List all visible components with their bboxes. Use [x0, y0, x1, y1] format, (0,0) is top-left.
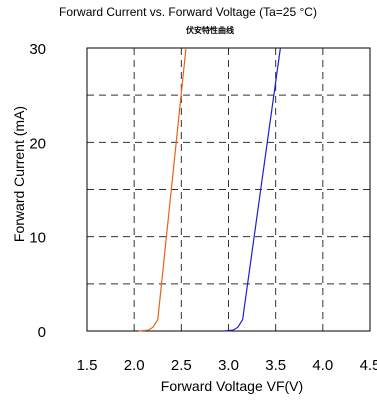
y-axis-label: Forward Current (mA) — [11, 106, 27, 242]
x-axis-ticks: 1.5 2.0 2.5 3.0 3.5 4.0 4.5 — [77, 357, 377, 374]
x-tick-label: 1.5 — [77, 357, 98, 374]
series-line-2 — [223, 47, 281, 332]
grid-lines — [87, 48, 370, 331]
y-tick-label: 30 — [29, 41, 46, 58]
x-tick-label: 3.5 — [265, 357, 286, 374]
series-layer — [138, 47, 281, 332]
y-tick-label: 0 — [38, 324, 46, 341]
y-tick-label: 20 — [29, 135, 46, 152]
x-tick-label: 3.0 — [218, 357, 239, 374]
x-axis-label: Forward Voltage VF(V) — [161, 378, 303, 394]
x-tick-label: 2.0 — [124, 357, 145, 374]
y-axis-ticks: 0 10 20 30 — [29, 41, 46, 341]
series-line-1 — [138, 47, 187, 332]
x-tick-label: 4.5 — [360, 357, 377, 374]
chart-title: Forward Current vs. Forward Voltage (Ta=… — [59, 5, 317, 19]
chart-subtitle: 伏安特性曲线 — [186, 25, 234, 35]
x-tick-label: 4.0 — [312, 357, 333, 374]
x-tick-label: 2.5 — [171, 357, 192, 374]
y-tick-label: 10 — [29, 230, 46, 247]
